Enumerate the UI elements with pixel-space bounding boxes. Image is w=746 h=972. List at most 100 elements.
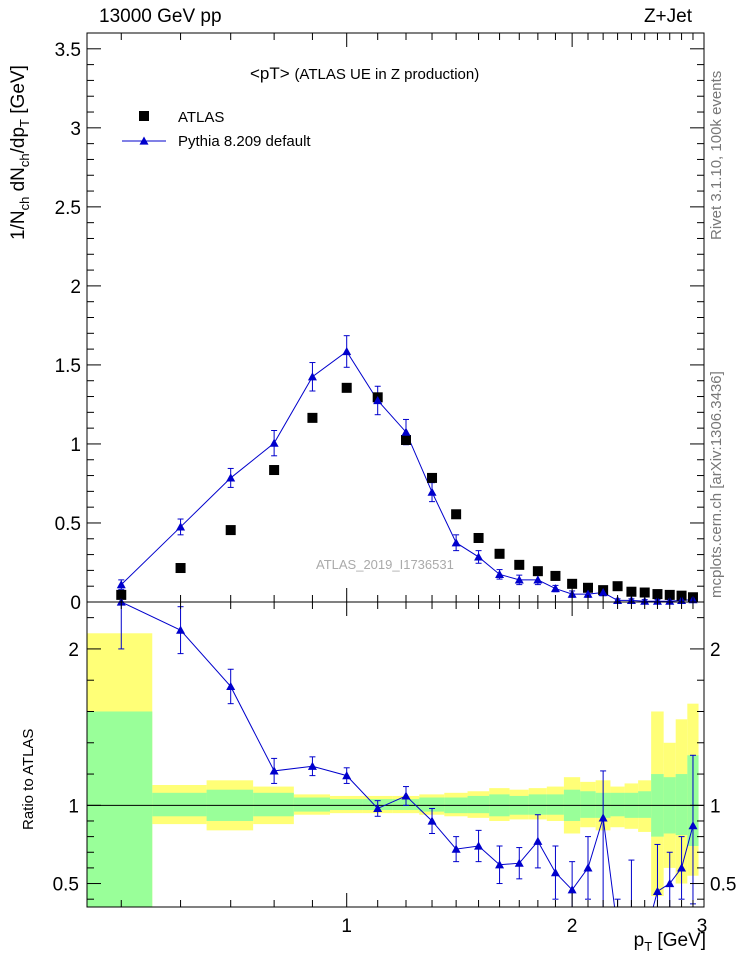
ratio-frame bbox=[86, 601, 705, 908]
atlas-point bbox=[582, 582, 593, 593]
atlas-point bbox=[116, 589, 127, 600]
atlas-point bbox=[652, 589, 663, 600]
ratio-point bbox=[665, 879, 675, 888]
analysis-watermark: ATLAS_2019_I1736531 bbox=[316, 557, 454, 572]
header-energy-label: 13000 GeV pp bbox=[99, 6, 222, 27]
axis-ticks bbox=[87, 32, 705, 907]
ratio-point bbox=[401, 791, 411, 800]
ratio-point bbox=[427, 816, 437, 825]
ratio-point bbox=[652, 886, 662, 895]
atlas-point bbox=[175, 563, 186, 574]
atlas-point bbox=[612, 581, 623, 592]
ratio-tick-label-right: 2 bbox=[710, 640, 721, 661]
ratio-data-points bbox=[116, 597, 698, 895]
plot-frames bbox=[86, 32, 705, 908]
atlas-point bbox=[532, 566, 543, 577]
y-tick-label: 0 bbox=[70, 593, 81, 614]
ratio-point bbox=[688, 821, 698, 830]
pythia-point bbox=[269, 438, 279, 447]
atlas-point bbox=[664, 589, 675, 600]
atlas-point bbox=[341, 382, 352, 393]
pythia-point bbox=[550, 584, 560, 593]
band-inner-bin bbox=[528, 794, 547, 815]
band-inner-bin bbox=[152, 792, 207, 817]
pythia-point bbox=[307, 372, 317, 381]
atlas-point bbox=[567, 578, 578, 589]
atlas-point bbox=[550, 570, 561, 581]
band-inner-bin bbox=[330, 799, 363, 811]
ratio-point bbox=[307, 761, 317, 770]
band-inner-bin bbox=[610, 792, 625, 817]
ratio-point bbox=[514, 858, 524, 867]
pythia-point bbox=[598, 588, 608, 597]
ratio-point bbox=[677, 863, 687, 872]
atlas-point bbox=[225, 525, 236, 536]
x-axis-title: pT [GeV] bbox=[633, 930, 706, 954]
ratio-point bbox=[474, 841, 484, 850]
pythia-point bbox=[533, 575, 543, 584]
atlas-point bbox=[269, 465, 280, 476]
y-tick-label: 0.5 bbox=[55, 514, 81, 535]
pythia-point bbox=[427, 487, 437, 496]
band-inner-bin bbox=[293, 797, 331, 812]
pythia-point bbox=[401, 427, 411, 436]
ratio-line bbox=[121, 602, 694, 907]
y-tick-label: 1.5 bbox=[55, 356, 81, 377]
y-tick-label: 1 bbox=[70, 435, 81, 456]
atlas-point bbox=[514, 559, 525, 570]
ratio-tick-label-left: 2 bbox=[68, 640, 79, 661]
x-tick-label: 1 bbox=[341, 916, 352, 937]
ratio-tick-label-left: 1 bbox=[68, 796, 79, 817]
legend-atlas-label: ATLAS bbox=[178, 109, 225, 126]
band-inner-bin bbox=[87, 711, 153, 907]
legend-pythia-label: Pythia 8.209 default bbox=[178, 133, 311, 150]
plot-title-sub: (ATLAS UE in Z production) bbox=[294, 66, 480, 83]
ratio-tick-label-left: 0.5 bbox=[53, 875, 79, 896]
band-inner-bin bbox=[546, 794, 564, 815]
pythia-point bbox=[495, 569, 505, 578]
ratio-point bbox=[550, 868, 560, 877]
pythia-point bbox=[116, 580, 126, 589]
ratio-point bbox=[226, 681, 236, 691]
axis-tick-labels: 00.511.522.533.51 2 30.5 0.51 12 2 bbox=[53, 40, 737, 937]
ratio-tick-label-right: 1 bbox=[710, 796, 721, 817]
header-process-label: Z+Jet bbox=[643, 6, 692, 27]
atlas-point bbox=[473, 532, 484, 543]
pythia-point bbox=[451, 538, 461, 547]
pythia-point bbox=[342, 346, 352, 356]
ratio-point bbox=[598, 813, 608, 822]
ratio-point bbox=[373, 803, 383, 813]
band-inner-bin bbox=[638, 791, 652, 818]
ratio-point bbox=[583, 863, 593, 872]
pythia-point bbox=[176, 522, 186, 531]
pythia-point bbox=[373, 395, 383, 405]
band-inner-bin bbox=[419, 797, 445, 812]
plot-title-main: <pT> bbox=[250, 64, 290, 83]
legend-atlas-marker bbox=[139, 111, 149, 121]
ratio-uncertainty-bands bbox=[87, 633, 699, 907]
legend-pythia-marker bbox=[139, 136, 149, 145]
band-inner-bin bbox=[467, 795, 490, 814]
ratio-tick-label-right: 0.5 bbox=[710, 875, 736, 896]
pythia-point bbox=[583, 589, 593, 598]
mcplots-label: mcplots.cern.ch [arXiv:1306.3436] bbox=[708, 371, 725, 598]
atlas-point bbox=[451, 509, 462, 520]
atlas-point bbox=[307, 412, 318, 423]
ratio-point bbox=[495, 860, 505, 869]
ratio-point bbox=[567, 885, 577, 894]
pythia-point bbox=[226, 473, 236, 482]
atlas-point bbox=[639, 587, 650, 598]
band-inner-bin bbox=[580, 791, 596, 818]
rivet-version-label: Rivet 3.1.10, 100k events bbox=[708, 70, 725, 240]
pythia-point bbox=[514, 575, 524, 584]
band-inner-bin bbox=[675, 774, 688, 836]
x-tick-label: 2 bbox=[567, 916, 578, 937]
y-tick-label: 3 bbox=[70, 119, 81, 140]
ratio-point bbox=[269, 766, 279, 775]
ratio-point bbox=[342, 771, 352, 780]
atlas-point bbox=[494, 548, 505, 559]
legend-markers bbox=[122, 111, 166, 145]
y-axis-title: 1/Nch dNch/dpT [GeV] bbox=[8, 65, 32, 240]
atlas-point bbox=[626, 586, 637, 597]
